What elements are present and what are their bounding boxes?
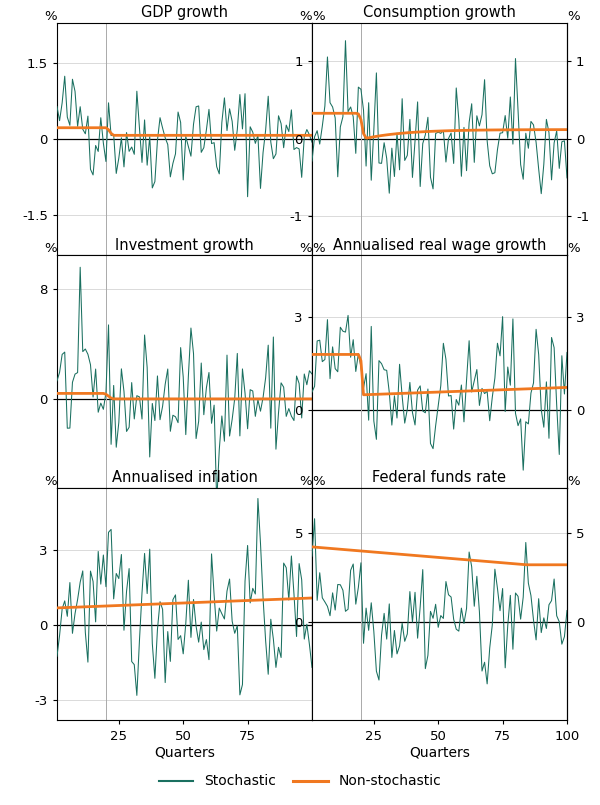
- Text: %: %: [299, 242, 312, 255]
- Text: %: %: [567, 10, 580, 23]
- Text: %: %: [44, 475, 57, 488]
- Title: GDP growth: GDP growth: [141, 5, 228, 20]
- Title: Consumption growth: Consumption growth: [363, 5, 516, 20]
- Text: %: %: [312, 10, 325, 23]
- Legend: Stochastic, Non-stochastic: Stochastic, Non-stochastic: [153, 769, 447, 794]
- Title: Investment growth: Investment growth: [115, 237, 254, 253]
- X-axis label: Quarters: Quarters: [409, 745, 470, 759]
- Text: %: %: [567, 242, 580, 255]
- Text: %: %: [312, 475, 325, 488]
- Text: %: %: [44, 10, 57, 23]
- Title: Annualised inflation: Annualised inflation: [112, 470, 257, 485]
- Text: %: %: [299, 10, 312, 23]
- Text: %: %: [567, 475, 580, 488]
- X-axis label: Quarters: Quarters: [154, 745, 215, 759]
- Text: %: %: [312, 242, 325, 255]
- Text: %: %: [44, 242, 57, 255]
- Text: %: %: [299, 475, 312, 488]
- Title: Annualised real wage growth: Annualised real wage growth: [333, 237, 546, 253]
- Title: Federal funds rate: Federal funds rate: [373, 470, 506, 485]
